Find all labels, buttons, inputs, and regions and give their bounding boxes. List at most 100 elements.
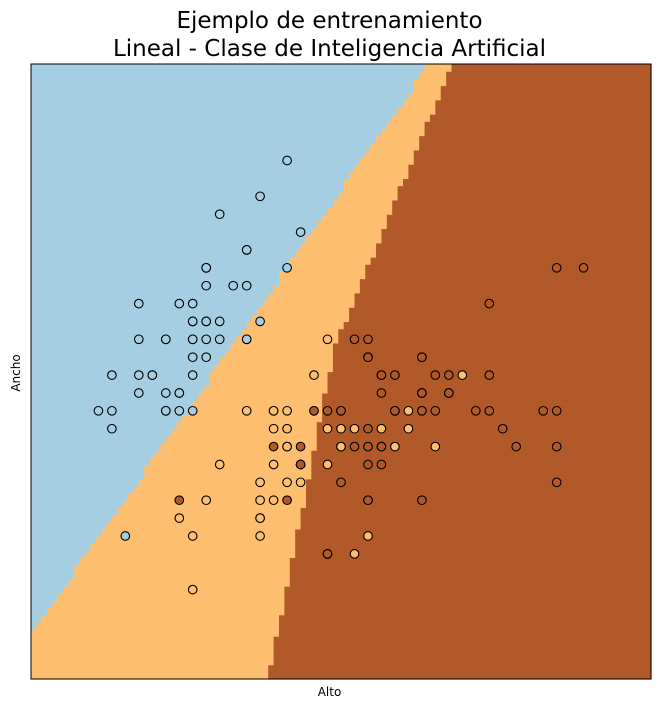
decision-region-cell — [429, 114, 652, 122]
decision-region-cell — [300, 507, 652, 516]
decision-region-cell — [413, 149, 652, 158]
decision-region-cell — [31, 385, 205, 394]
data-point-class-2 — [551, 262, 562, 273]
decision-region-cell — [144, 471, 312, 480]
decision-region-cell — [31, 142, 372, 151]
decision-region-cell — [31, 114, 393, 122]
decision-region-cell — [424, 64, 453, 72]
data-point-class-1 — [403, 405, 414, 416]
decision-region-cell — [279, 628, 652, 637]
data-point-class-1 — [322, 459, 333, 470]
decision-region-cell — [392, 114, 431, 122]
decision-region-cell — [31, 657, 275, 666]
decision-region-cell — [451, 64, 652, 72]
decision-region-cell — [386, 121, 426, 129]
data-point-class-0 — [214, 334, 225, 345]
data-point-class-1 — [255, 477, 265, 488]
decision-region-cell — [359, 278, 652, 287]
data-point-class-1 — [457, 370, 468, 380]
data-point-class-0 — [133, 298, 144, 309]
data-point-class-1 — [241, 405, 252, 416]
decision-region-cell — [419, 135, 652, 144]
decision-region-cell — [446, 71, 652, 79]
decision-region-cell — [117, 507, 302, 516]
data-point-class-2 — [484, 298, 495, 309]
data-point-class-2 — [470, 405, 481, 416]
data-point-class-2 — [417, 388, 427, 398]
decision-region-cell — [208, 378, 329, 387]
data-point-class-2 — [295, 441, 306, 452]
data-point-class-1 — [268, 495, 279, 506]
decision-region-cell — [252, 314, 350, 323]
decision-region-cell — [31, 421, 178, 430]
decision-region-cell — [31, 621, 37, 630]
data-point-class-1 — [430, 441, 441, 452]
data-point-class-1 — [282, 405, 292, 416]
data-point-class-1 — [282, 423, 292, 434]
data-point-class-1 — [322, 334, 333, 345]
decision-region-cell — [289, 571, 652, 580]
decision-region-cell — [155, 450, 312, 458]
plot-frame — [30, 63, 652, 680]
decision-region-cell — [284, 586, 652, 594]
decision-region-cell — [413, 78, 447, 87]
decision-region-cell — [106, 521, 302, 530]
data-point-class-0 — [214, 209, 225, 220]
data-point-class-0 — [160, 334, 171, 345]
decision-region-cell — [31, 521, 108, 530]
decision-region-cell — [31, 106, 399, 115]
data-point-class-0 — [187, 334, 198, 345]
y-axis-label: Ancho — [9, 354, 23, 392]
data-point-class-2 — [484, 405, 495, 416]
decision-region-cell — [149, 457, 312, 466]
decision-region-cell — [343, 321, 652, 330]
decision-region-cell — [31, 285, 275, 294]
data-point-class-2 — [309, 405, 319, 416]
decision-region-cell — [31, 471, 145, 480]
data-point-class-1 — [336, 441, 346, 452]
decision-region-cell — [413, 156, 652, 165]
decision-region-cell — [332, 342, 652, 351]
decision-region-cell — [31, 335, 237, 344]
decision-region-cell — [365, 264, 652, 272]
data-point-class-2 — [443, 388, 454, 398]
data-point-class-2 — [390, 405, 400, 416]
decision-region-cell — [74, 571, 291, 580]
decision-region-cell — [144, 464, 312, 473]
data-point-class-2 — [484, 370, 495, 380]
decision-region-cell — [31, 78, 415, 87]
decision-region-cell — [214, 364, 334, 373]
decision-region-cell — [397, 106, 436, 115]
decision-region-cell — [68, 578, 291, 587]
data-point-class-1 — [376, 423, 387, 434]
data-point-class-1 — [187, 531, 198, 541]
decision-region-cell — [359, 285, 652, 294]
decision-region-cell — [31, 149, 366, 158]
decision-region-cell — [31, 171, 350, 180]
decision-region-cell — [36, 621, 280, 630]
data-point-class-0 — [133, 388, 144, 398]
decision-region-cell — [31, 650, 275, 659]
decision-region-cell — [300, 242, 377, 251]
data-point-class-0 — [295, 227, 306, 237]
data-point-class-2 — [511, 441, 522, 452]
data-point-class-0 — [107, 423, 117, 434]
decision-region-cell — [31, 507, 118, 516]
decision-region-cell — [311, 471, 652, 480]
data-point-class-2 — [363, 459, 373, 470]
decision-region-cell — [268, 292, 356, 301]
decision-region-cell — [408, 92, 442, 101]
data-point-class-2 — [336, 405, 346, 416]
data-point-class-1 — [174, 513, 185, 523]
decision-region-cell — [31, 342, 232, 351]
decision-region-cell — [31, 428, 172, 437]
data-point-class-2 — [551, 441, 562, 452]
decision-region-cell — [305, 500, 652, 508]
decision-region-cell — [338, 328, 652, 337]
data-point-class-0 — [107, 370, 117, 380]
data-point-class-0 — [282, 262, 292, 273]
decision-region-cell — [31, 378, 210, 387]
decision-region-cell — [354, 164, 409, 172]
decision-region-cell — [435, 99, 652, 108]
